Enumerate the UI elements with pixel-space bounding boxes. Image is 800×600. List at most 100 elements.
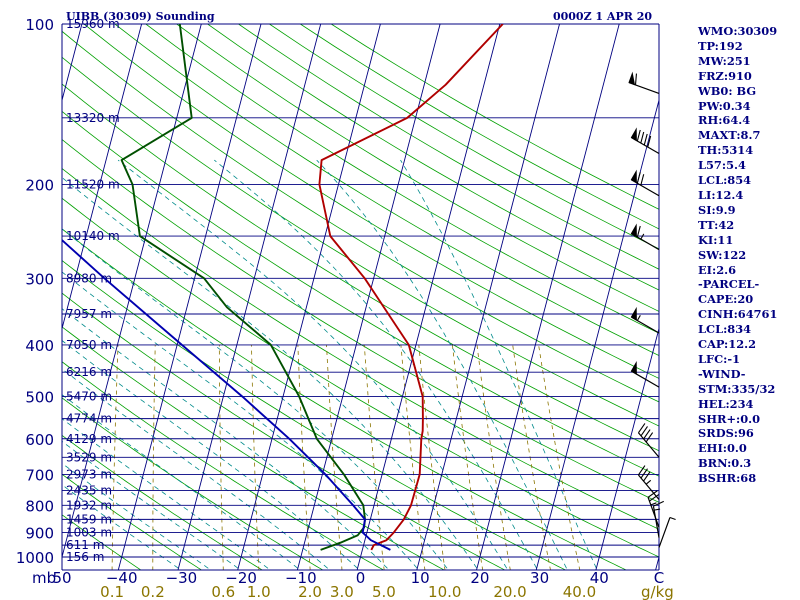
isotherm-line [416, 24, 560, 570]
height-label: 15960 m [66, 17, 120, 31]
wind-barb-feather [636, 172, 641, 184]
wind-barb [637, 465, 660, 500]
dry-adiabat-line [62, 139, 659, 503]
wind-barb-feather [640, 131, 645, 144]
wind-barb-feather [636, 225, 641, 238]
mixing-ratio-tick-label: 0.1 [100, 583, 124, 600]
wind-barb-staff [637, 432, 660, 458]
pressure-tick-label: 1000 [16, 549, 54, 567]
moist-adiabat-line [62, 462, 209, 569]
height-label: 1932 m [66, 498, 112, 512]
wind-barb-feather [640, 468, 648, 479]
dry-adiabat-line [62, 434, 263, 570]
moist-adiabat-line [214, 159, 537, 569]
wind-barb-feather [645, 432, 654, 443]
isotherm-line [177, 24, 322, 570]
sounding-index-item: HEL:234 [698, 396, 754, 411]
parcel-profile [62, 238, 391, 551]
wind-barb-feather [637, 465, 646, 476]
temperature-tick-label: 40 [590, 569, 609, 587]
mixing-ratio-tick-label: 0.2 [141, 583, 165, 600]
mixing-ratio-tick-label: 2.0 [298, 583, 322, 600]
height-label: 13320 m [66, 111, 120, 125]
sounding-indices-panel: WMO:30309 TP:192 MW:251 FRZ:910 WB0: BG PW:0.… [698, 24, 798, 486]
wind-barb-pennant [630, 127, 637, 142]
dry-adiabat-line [114, 24, 659, 357]
moist-adiabat-line [62, 177, 478, 569]
station-title: UIBB (30309) Sounding [66, 10, 215, 23]
isotherm-line [117, 24, 262, 570]
moist-adiabat-line [62, 271, 418, 569]
sounding-index-item: SI:9.9 [698, 202, 736, 217]
isotherm-line [595, 326, 659, 570]
wind-barb-half-feather [645, 479, 652, 485]
sounding-index-item: MW:251 [698, 53, 751, 68]
isotherms [62, 24, 659, 570]
dry-adiabat-line [62, 30, 659, 403]
dry-adiabat-line [176, 24, 659, 312]
sounding-index-item: L57:5.4 [698, 158, 746, 173]
sounding-index-item: SRDS:96 [698, 426, 754, 441]
moist-adiabat-line [62, 418, 269, 569]
isotherm-line [62, 24, 202, 559]
sounding-profiles [62, 24, 504, 551]
wind-barb-feather [636, 129, 641, 142]
sounding-index-item: MAXT:8.7 [698, 128, 761, 143]
temperature-tick-label: 10 [411, 569, 430, 587]
mixing-ratio-tick-label: 20.0 [493, 583, 526, 600]
wind-barb [647, 490, 660, 528]
mixing-ratio-tick-label: 0.6 [211, 583, 235, 600]
wind-barb-half-feather [640, 233, 645, 240]
temperature-tick-label: −20 [225, 569, 257, 587]
height-label: 1459 m [66, 512, 112, 526]
dry-adiabat-line [238, 24, 659, 270]
pressure-tick-label: 400 [25, 337, 54, 355]
wind-barb [637, 423, 660, 458]
moist-adiabat-line [62, 440, 239, 569]
pressure-tick-label: 900 [25, 525, 54, 543]
pressure-tick-label: 700 [25, 466, 54, 484]
pressure-axis-labels: 100 200 300 400 500 600 700 800 900 1000 [16, 16, 54, 567]
sounding-index-item: TT:42 [698, 217, 735, 232]
wind-barb-feather [643, 471, 651, 482]
height-label: 10140 m [66, 229, 120, 243]
wind-barb-staff [637, 474, 660, 500]
wind-barb-feather [643, 133, 648, 146]
height-label: 2973 m [66, 467, 112, 481]
wind-barb-staff [647, 497, 660, 528]
wind-barb-pennant [630, 169, 637, 184]
temperature-tick-label: −40 [106, 569, 138, 587]
pressure-tick-label: 600 [25, 431, 54, 449]
isotherm-line [296, 24, 441, 570]
sounding-index-item: PW:0.34 [698, 98, 751, 113]
wind-barb-feather [640, 426, 648, 437]
moist-adiabat-line [316, 159, 567, 569]
wind-barb-feather [643, 429, 651, 440]
temperature-unit-label: C [654, 569, 664, 587]
height-label: 7050 m [66, 338, 112, 352]
sounding-index-item: LI:12.4 [698, 187, 744, 202]
pressure-tick-label: 500 [25, 389, 54, 407]
sounding-index-item: SHR+:0.0 [698, 411, 761, 426]
wind-barb-feather [647, 135, 652, 148]
temperature-tick-label: 0 [356, 569, 366, 587]
wind-barb-feather [640, 174, 645, 186]
isotherm-line [356, 24, 501, 570]
sounding-index-item: CAP:12.2 [698, 337, 757, 352]
wind-barb-half-feather [650, 502, 657, 506]
wind-barb [630, 360, 660, 388]
sounding-index-item: EHI:0.0 [698, 441, 747, 456]
dry-adiabat-line [145, 24, 659, 334]
height-label: 8980 m [66, 271, 112, 285]
temperature-axis-labels: −40 −30 −20 −10 0 10 20 30 40 [106, 569, 609, 587]
sounding-index-item: SW:122 [698, 247, 747, 262]
moist-adiabat-line [62, 368, 328, 569]
wind-barb-feather [637, 423, 646, 434]
wind-barb [630, 223, 660, 251]
wind-barb-staff [652, 506, 660, 538]
sounding-index-item: -PARCEL- [698, 277, 760, 292]
temperature-profile [318, 24, 504, 551]
sounding-index-item: RH:64.4 [698, 113, 751, 128]
mixing-ratio-tick-label: 40.0 [563, 583, 596, 600]
